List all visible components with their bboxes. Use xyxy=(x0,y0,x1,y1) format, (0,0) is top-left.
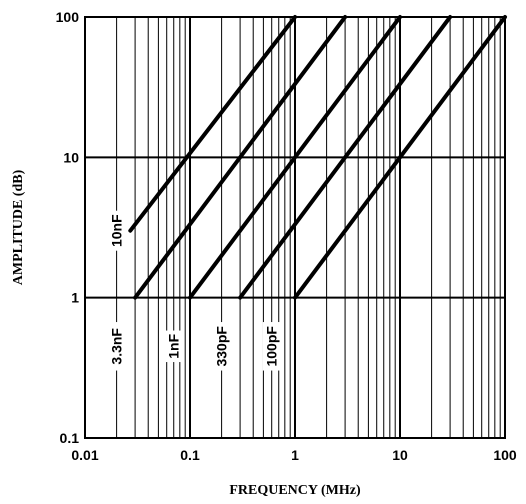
x-tick-label: 10 xyxy=(392,447,408,463)
series-line-3-3nf xyxy=(133,15,348,300)
series-label-background xyxy=(107,210,126,251)
series-label-background xyxy=(164,330,183,363)
series-lines xyxy=(128,15,507,300)
series-label-group: 100pF xyxy=(262,322,281,371)
series-label-group: 3.3nF xyxy=(107,322,126,371)
x-tick-label: 100 xyxy=(493,447,517,463)
series-label: 1nF xyxy=(166,333,182,358)
x-tick-label: 0.01 xyxy=(71,447,98,463)
series-line-1nf xyxy=(188,15,402,300)
series-label-group: 330pF xyxy=(212,322,231,371)
x-tick-label: 0.1 xyxy=(180,447,200,463)
series-label-background xyxy=(262,322,281,371)
series-label-background xyxy=(107,322,126,371)
series-label: 330pF xyxy=(214,326,230,367)
x-tick-label: 1 xyxy=(291,447,299,463)
y-tick-label: 0.1 xyxy=(60,430,80,446)
series-label-group: 10nF xyxy=(107,210,126,251)
y-tick-label: 10 xyxy=(63,149,79,165)
y-axis-title: AMPLITUDE (dB) xyxy=(11,169,26,285)
series-labels: 10nF 3.3nF 1nF 330pF 100pF xyxy=(107,210,281,371)
series-line-10nf xyxy=(128,15,297,233)
series-line-100pf xyxy=(293,15,507,300)
series-label: 10nF xyxy=(109,214,125,247)
series-label: 100pF xyxy=(264,326,280,367)
y-tick-label: 100 xyxy=(56,9,80,25)
y-tick-label: 1 xyxy=(71,290,79,306)
series-label-group: 1nF xyxy=(164,330,183,363)
series-label-background xyxy=(212,322,231,371)
x-axis-title: FREQUENCY (MHz) xyxy=(229,483,361,498)
series-line-330pf xyxy=(238,15,453,300)
series-label: 3.3nF xyxy=(109,328,125,365)
